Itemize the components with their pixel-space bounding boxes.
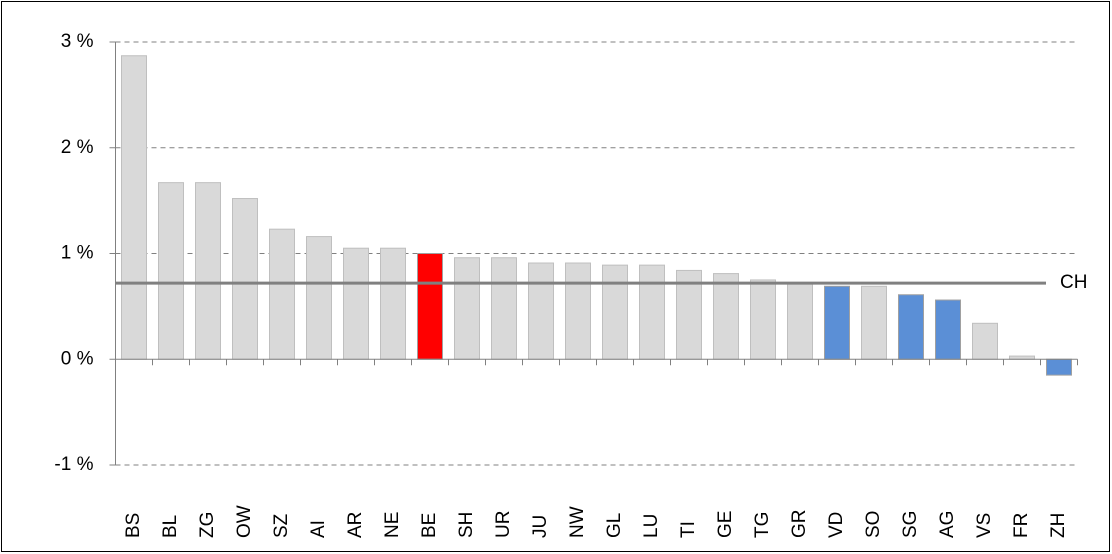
x-tick-label: FR (1011, 513, 1032, 538)
bar (306, 236, 332, 360)
bar (380, 247, 406, 360)
bar (269, 228, 295, 360)
bar (565, 262, 591, 360)
x-tick-label: VS (974, 513, 995, 538)
x-tick-label: BS (123, 513, 144, 538)
bar (750, 279, 776, 360)
x-tick-label: LU (641, 514, 662, 538)
bar (1046, 358, 1072, 376)
bar (787, 282, 813, 360)
x-tick-label: ZH (1048, 513, 1069, 538)
x-tick-label: NW (567, 506, 588, 538)
x-tick-label: BE (419, 513, 440, 538)
y-tick-label: 3 % (61, 31, 94, 52)
reference-label: CH (1060, 272, 1087, 293)
x-tick-label: SZ (271, 513, 292, 538)
bar (713, 273, 739, 360)
bar (343, 247, 369, 360)
x-tick-label: AR (345, 512, 366, 538)
x-tick-label: TI (678, 521, 699, 538)
bar (417, 253, 443, 360)
x-tick-label: OW (234, 505, 255, 538)
x-tick-label: GR (789, 510, 810, 539)
x-tick-label: AI (308, 520, 329, 538)
y-tick-label: 1 % (61, 243, 94, 264)
bar (232, 198, 258, 360)
x-tick-label: ZG (197, 512, 218, 538)
bar (454, 257, 480, 360)
x-tick-label: GL (604, 513, 625, 538)
x-tick-label: SO (863, 511, 884, 538)
x-tick-label: JU (530, 515, 551, 538)
y-tick-label: 2 % (61, 137, 94, 158)
x-tick-label: TG (752, 512, 773, 538)
bar (972, 322, 998, 360)
x-tick-label: NE (382, 512, 403, 538)
x-tick-label: GE (715, 511, 736, 538)
bar (861, 285, 887, 360)
bar (935, 299, 961, 360)
bar (121, 55, 147, 360)
bar (602, 264, 628, 360)
x-tick-label: SG (900, 511, 921, 538)
bar (676, 269, 702, 360)
bar (528, 262, 554, 360)
y-tick-label: 0 % (61, 348, 94, 369)
x-tick-label: SH (456, 512, 477, 538)
x-tick-label: UR (493, 511, 514, 538)
x-tick-label: VD (826, 512, 847, 538)
x-tick-label: AG (937, 511, 958, 538)
bar (195, 182, 221, 360)
y-tick-label: -1 % (54, 454, 93, 475)
bar (824, 285, 850, 360)
bar (158, 182, 184, 360)
x-tick-label: BL (160, 515, 181, 538)
bar (491, 257, 517, 360)
bar (898, 294, 924, 360)
bar (639, 264, 665, 360)
